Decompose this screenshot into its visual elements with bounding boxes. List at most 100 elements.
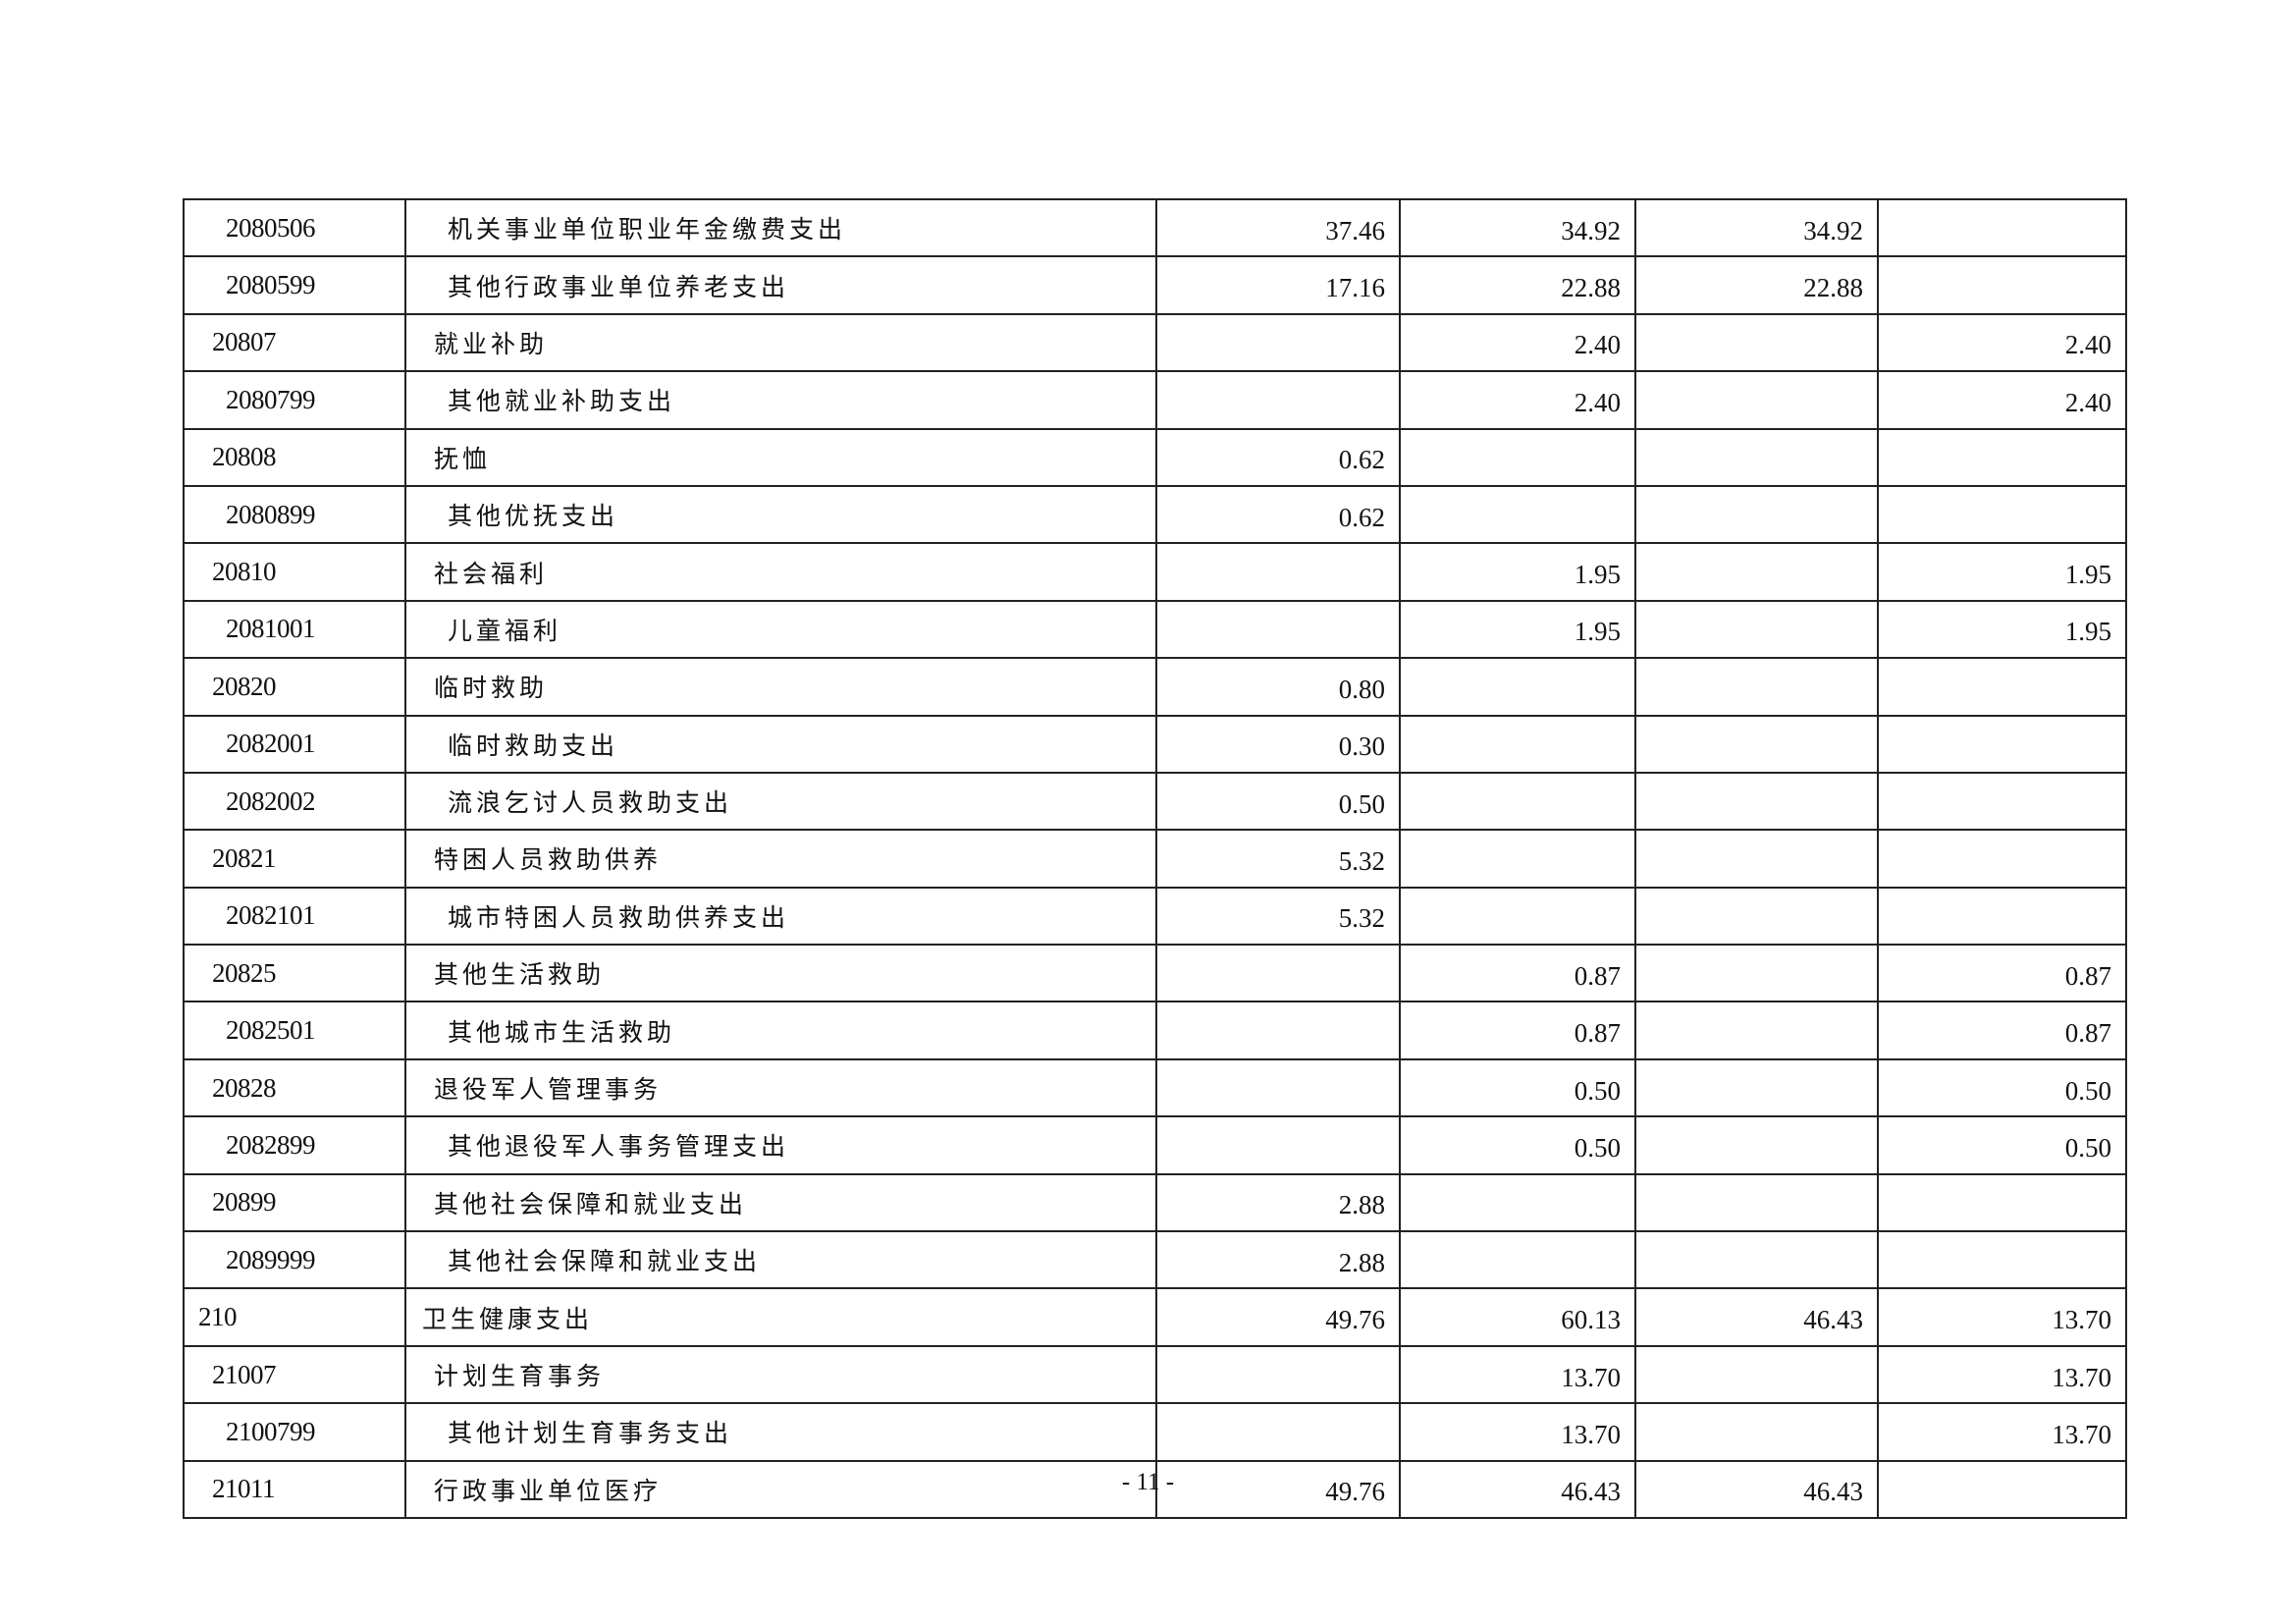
amount-cell [1399,1230,1636,1290]
subject-name: 卫生健康支出 [404,1287,1157,1347]
amount-cell: 0.50 [1155,771,1401,832]
amount-cell: 37.46 [1155,197,1401,258]
subject-code: 2100799 [183,1402,406,1462]
amount-cell [1634,1057,1879,1118]
amount-cell: 34.92 [1634,197,1879,258]
subject-name: 其他社会保障和就业支出 [404,1172,1157,1233]
amount-cell: 13.70 [1399,1402,1636,1462]
subject-code: 210 [183,1287,406,1347]
amount-cell: 49.76 [1155,1287,1401,1347]
amount-cell [1877,484,2127,545]
amount-cell [1399,427,1636,487]
amount-cell [1634,1230,1879,1290]
subject-name: 流浪乞讨人员救助支出 [404,771,1157,832]
amount-cell: 0.62 [1155,484,1401,545]
subject-code: 20899 [183,1172,406,1233]
amount-cell [1155,312,1401,373]
subject-name: 其他退役军人事务管理支出 [404,1115,1157,1175]
subject-name: 其他行政事业单位养老支出 [404,255,1157,315]
amount-cell: 2.88 [1155,1172,1401,1233]
subject-name: 其他生活救助 [404,944,1157,1003]
subject-code: 2082501 [183,1001,406,1060]
amount-cell: 5.32 [1155,886,1401,947]
amount-cell [1634,944,1879,1003]
subject-name: 抚恤 [404,427,1157,487]
amount-cell: 13.70 [1877,1344,2127,1405]
amount-cell [1877,886,2127,947]
amount-cell: 0.50 [1399,1115,1636,1175]
amount-cell: 2.40 [1399,370,1636,430]
amount-cell [1634,714,1879,774]
amount-cell [1634,312,1879,373]
subject-name: 其他计划生育事务支出 [404,1402,1157,1462]
amount-cell [1877,197,2127,258]
budget-table: 2080506 机关事业单位职业年金缴费支出 37.46 34.92 34.92 2080… [183,197,2127,1519]
subject-code: 2089999 [183,1230,406,1290]
amount-cell: 0.80 [1155,657,1401,717]
table-row: 2081001 儿童福利 1.95 1.95 [183,599,2127,660]
subject-name: 退役军人管理事务 [404,1057,1157,1118]
table-row: 2082002 流浪乞讨人员救助支出 0.50 [183,771,2127,832]
subject-name: 就业补助 [404,312,1157,373]
table-row: 2089999 其他社会保障和就业支出 2.88 [183,1230,2127,1290]
amount-cell: 34.92 [1399,197,1636,258]
subject-name: 计划生育事务 [404,1344,1157,1405]
subject-code: 2081001 [183,599,406,660]
amount-cell [1877,1459,2127,1519]
amount-cell [1877,829,2127,889]
amount-cell [1634,657,1879,717]
page-number: - 11 - [1121,1469,1175,1495]
amount-cell: 0.87 [1399,1001,1636,1060]
subject-name: 儿童福利 [404,599,1157,660]
amount-cell [1399,771,1636,832]
table-row: 20899 其他社会保障和就业支出 2.88 [183,1172,2127,1233]
amount-cell: 46.43 [1634,1459,1879,1519]
amount-cell: 22.88 [1634,255,1879,315]
table-row: 2082001 临时救助支出 0.30 [183,714,2127,774]
amount-cell: 2.40 [1877,370,2127,430]
subject-name: 机关事业单位职业年金缴费支出 [404,197,1157,258]
amount-cell [1634,542,1879,602]
amount-cell: 49.76 [1155,1459,1401,1519]
table-row: 20810 社会福利 1.95 1.95 [183,542,2127,602]
subject-name: 其他社会保障和就业支出 [404,1230,1157,1290]
amount-cell: 46.43 [1399,1459,1636,1519]
amount-cell [1634,829,1879,889]
table-row: 20808 抚恤 0.62 [183,427,2127,487]
subject-code: 20825 [183,944,406,1003]
subject-name: 特困人员救助供养 [404,829,1157,889]
subject-code: 20828 [183,1057,406,1118]
amount-cell [1877,427,2127,487]
subject-name: 其他城市生活救助 [404,1001,1157,1060]
amount-cell [1634,1402,1879,1462]
amount-cell [1634,427,1879,487]
amount-cell [1634,771,1879,832]
subject-code: 21011 [183,1459,406,1519]
amount-cell: 60.13 [1399,1287,1636,1347]
amount-cell [1877,657,2127,717]
table-row: 21011 行政事业单位医疗 49.76 46.43 46.43 [183,1459,2127,1519]
subject-code: 2080899 [183,484,406,545]
amount-cell [1155,1115,1401,1175]
table-row: 2082101 城市特困人员救助供养支出 5.32 [183,886,2127,947]
subject-code: 20820 [183,657,406,717]
amount-cell: 1.95 [1877,542,2127,602]
amount-cell [1399,829,1636,889]
amount-cell [1399,657,1636,717]
amount-cell: 0.50 [1877,1115,2127,1175]
subject-code: 2082001 [183,714,406,774]
amount-cell [1877,714,2127,774]
amount-cell: 22.88 [1399,255,1636,315]
amount-cell [1399,714,1636,774]
subject-name: 其他就业补助支出 [404,370,1157,430]
table-row: 210 卫生健康支出 49.76 60.13 46.43 13.70 [183,1287,2127,1347]
subject-name: 社会福利 [404,542,1157,602]
table-row: 20825 其他生活救助 0.87 0.87 [183,944,2127,1003]
subject-name: 行政事业单位医疗 [404,1459,1157,1519]
table-row: 2080506 机关事业单位职业年金缴费支出 37.46 34.92 34.92 [183,197,2127,258]
table-row: 2082899 其他退役军人事务管理支出 0.50 0.50 [183,1115,2127,1175]
amount-cell: 0.50 [1877,1057,2127,1118]
amount-cell: 13.70 [1877,1287,2127,1347]
table-row: 2080799 其他就业补助支出 2.40 2.40 [183,370,2127,430]
subject-code: 20810 [183,542,406,602]
